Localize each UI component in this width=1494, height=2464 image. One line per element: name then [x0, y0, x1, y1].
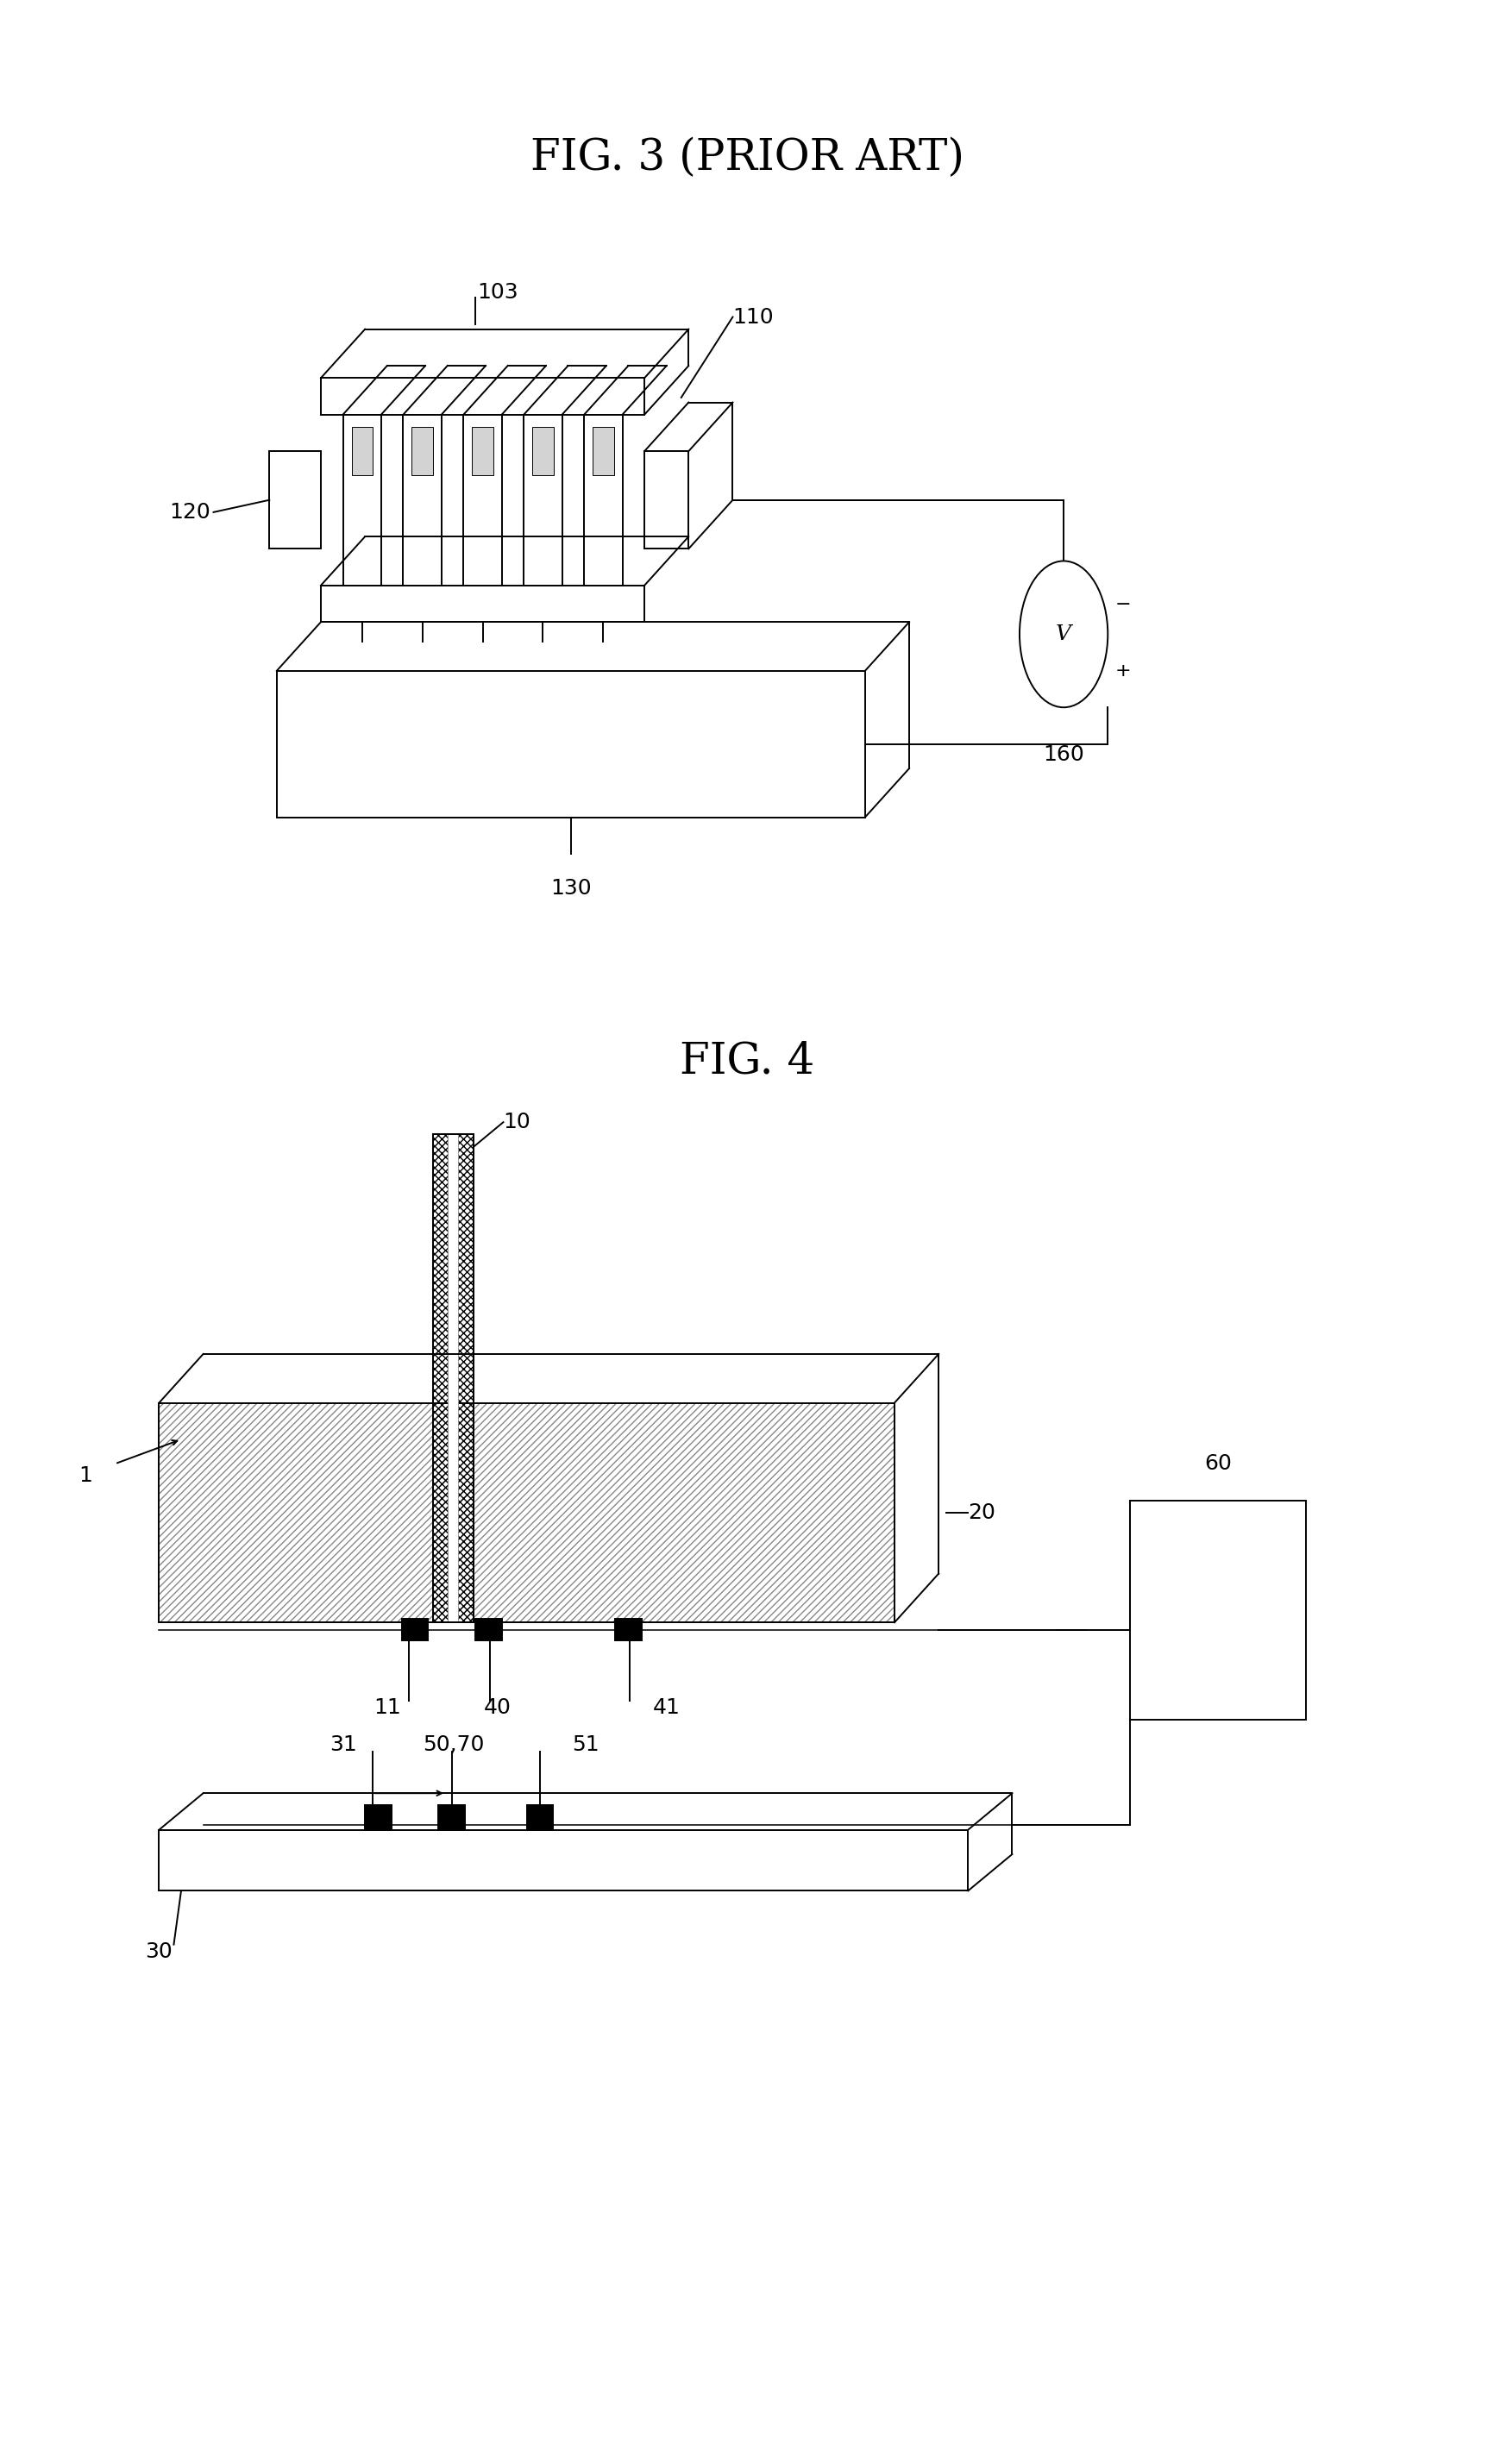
Bar — [1129, 1501, 1306, 1720]
Bar — [593, 426, 614, 476]
Text: +: + — [1115, 663, 1131, 680]
Bar — [158, 1831, 968, 1890]
Bar — [475, 1619, 502, 1641]
Bar — [158, 1402, 893, 1621]
Bar — [532, 426, 553, 476]
Text: 30: 30 — [145, 1942, 173, 1961]
Bar — [321, 377, 644, 414]
Bar — [412, 426, 433, 476]
Text: 1: 1 — [79, 1466, 93, 1486]
Bar — [158, 1402, 893, 1621]
Text: FIG. 3 (PRIOR ART): FIG. 3 (PRIOR ART) — [530, 138, 964, 180]
Bar — [644, 451, 689, 549]
Bar — [269, 451, 321, 549]
Bar — [584, 414, 622, 586]
Bar — [403, 414, 441, 586]
Text: FIG. 4: FIG. 4 — [680, 1040, 814, 1082]
Text: 31: 31 — [329, 1735, 357, 1754]
Bar — [523, 414, 562, 586]
Bar — [365, 1806, 391, 1831]
Bar — [448, 1133, 459, 1621]
Text: 41: 41 — [653, 1698, 680, 1717]
Bar — [432, 1133, 474, 1621]
Text: 11: 11 — [374, 1698, 400, 1717]
Bar — [463, 414, 502, 586]
Bar — [402, 1619, 427, 1641]
Text: 130: 130 — [550, 877, 592, 899]
Bar — [432, 1133, 474, 1621]
Bar — [351, 426, 372, 476]
Bar — [472, 426, 493, 476]
Text: 60: 60 — [1204, 1454, 1231, 1473]
Text: V: V — [1055, 623, 1071, 643]
Text: 110: 110 — [732, 306, 774, 328]
Text: 160: 160 — [1043, 744, 1083, 764]
Text: 51: 51 — [572, 1735, 599, 1754]
Bar — [158, 1402, 893, 1621]
Bar — [526, 1806, 553, 1831]
Bar — [438, 1806, 465, 1831]
Text: 10: 10 — [503, 1111, 530, 1133]
Text: 40: 40 — [484, 1698, 511, 1717]
Bar — [614, 1619, 641, 1641]
Bar — [276, 670, 865, 818]
Text: 103: 103 — [477, 283, 517, 303]
Bar — [321, 586, 644, 621]
Text: −: − — [1115, 596, 1131, 614]
Text: 120: 120 — [169, 503, 211, 522]
Text: 50,70: 50,70 — [423, 1735, 484, 1754]
Bar — [342, 414, 381, 586]
Text: 20: 20 — [968, 1503, 995, 1523]
